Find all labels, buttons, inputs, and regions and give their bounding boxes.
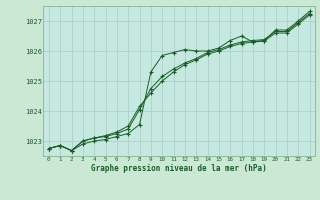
X-axis label: Graphe pression niveau de la mer (hPa): Graphe pression niveau de la mer (hPa) xyxy=(91,164,267,173)
